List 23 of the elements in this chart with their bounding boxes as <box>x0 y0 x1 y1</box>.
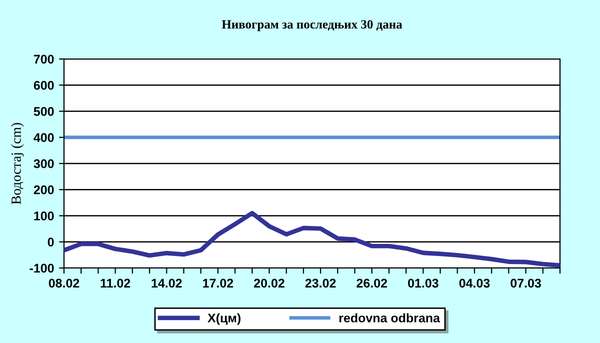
y-tick-label: 300 <box>34 159 54 168</box>
y-tick-label: 100 <box>34 212 54 220</box>
legend-label: X(цм) <box>208 313 240 325</box>
legend-label: redovna odbrana <box>339 313 440 322</box>
x-tick-label: 11.02 <box>100 278 130 288</box>
x-tick-label: 23.02 <box>305 278 336 288</box>
x-tick-label: 26.02 <box>356 278 388 288</box>
y-tick-label: 200 <box>34 185 54 194</box>
y-tick-label: 500 <box>34 107 54 116</box>
x-tick-label: 08.02 <box>48 278 80 288</box>
y-tick-label: 700 <box>34 54 54 64</box>
y-tick-label: 0 <box>48 238 54 247</box>
y-axis-title: Водостај (cm) <box>11 122 24 204</box>
x-tick-label: 17.02 <box>203 278 234 288</box>
y-tick-label: 400 <box>34 133 54 142</box>
y-tick-label: 600 <box>34 80 54 90</box>
x-tick-label: 01.03 <box>408 278 438 288</box>
x-tick-label: 07.03 <box>510 278 541 288</box>
x-tick-label: 14.02 <box>152 278 182 288</box>
x-tick-label: 20.02 <box>254 278 284 288</box>
chart-title: Нивограм за последњих 30 дана <box>222 20 402 32</box>
y-tick-label: -100 <box>30 264 54 273</box>
x-tick-label: 04.03 <box>459 278 490 288</box>
